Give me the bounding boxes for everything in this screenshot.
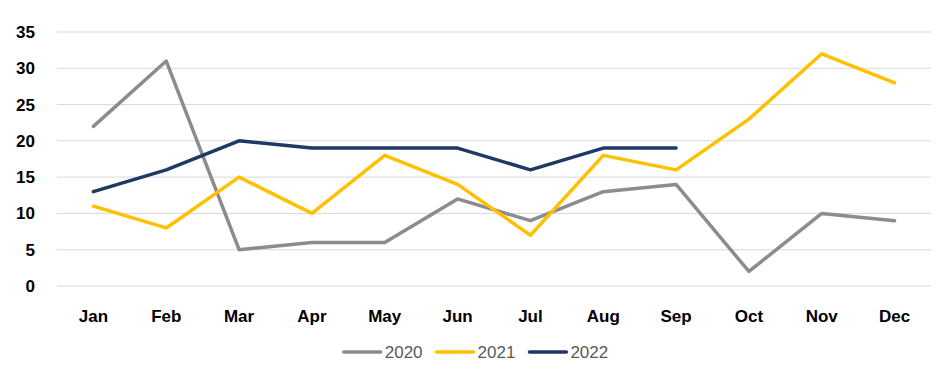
grid-line <box>57 177 931 178</box>
x-tick-label: Apr <box>297 307 327 326</box>
y-tick-label: 35 <box>16 23 35 42</box>
legend: 2020 2021 2022 <box>344 343 608 362</box>
x-tick-label: Oct <box>735 307 764 326</box>
x-tick-label: Feb <box>151 307 181 326</box>
y-tick-label: 30 <box>16 59 35 78</box>
y-tick-label: 15 <box>16 168 35 187</box>
series-line <box>93 61 894 271</box>
grid <box>57 32 931 286</box>
grid-line <box>57 68 931 69</box>
legend-swatch <box>344 350 381 354</box>
series-line <box>93 54 894 235</box>
legend-swatch <box>437 350 474 354</box>
y-tick-label: 25 <box>16 96 35 115</box>
x-tick-label: Nov <box>806 307 839 326</box>
grid-line <box>57 104 931 105</box>
y-tick-label: 10 <box>16 204 35 223</box>
grid-line <box>57 249 931 250</box>
legend-label: 2020 <box>385 343 423 362</box>
y-tick-label: 5 <box>26 241 35 260</box>
x-tick-label: May <box>368 307 402 326</box>
y-tick-label: 20 <box>16 132 35 151</box>
x-tick-label: Aug <box>587 307 620 326</box>
legend-label: 2021 <box>478 343 516 362</box>
grid-line <box>57 32 931 33</box>
x-tick-label: Dec <box>879 307 910 326</box>
x-tick-label: Jul <box>518 307 543 326</box>
series-lines <box>93 54 894 272</box>
x-tick-label: Sep <box>660 307 691 326</box>
x-tick-label: Mar <box>224 307 255 326</box>
x-tick-label: Jun <box>442 307 472 326</box>
grid-line <box>57 286 931 287</box>
chart: 0 5 10 15 20 25 30 35 Jan Feb Mar Apr May Jun Jul Aug Se… <box>0 0 952 372</box>
series-line <box>93 141 676 192</box>
legend-swatch <box>529 350 566 354</box>
grid-line <box>57 140 931 141</box>
y-tick-label: 0 <box>26 277 35 296</box>
x-tick-label: Jan <box>79 307 108 326</box>
legend-label: 2022 <box>570 343 608 362</box>
